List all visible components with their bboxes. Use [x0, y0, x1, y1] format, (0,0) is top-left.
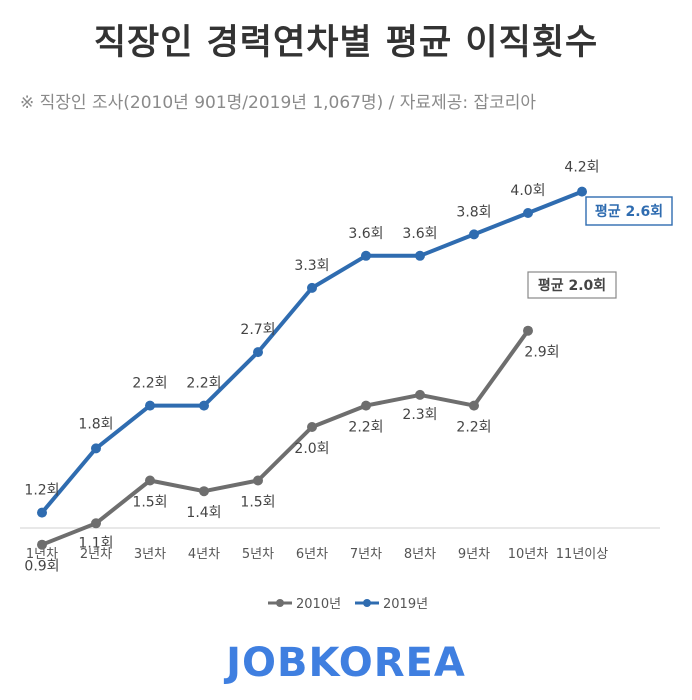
x-tick-label: 10년차 [508, 547, 549, 562]
data-point [91, 518, 101, 529]
legend-label: 2010년 [296, 597, 341, 612]
data-label: 1.5회 [240, 495, 275, 511]
data-label: 1.4회 [186, 505, 221, 521]
x-tick-label: 8년차 [404, 547, 436, 562]
data-label: 1.2회 [24, 483, 59, 499]
data-label: 3.8회 [456, 204, 491, 220]
data-point [37, 507, 47, 518]
data-label: 2.2회 [132, 376, 167, 392]
data-label: 1.5회 [132, 495, 167, 511]
data-point [307, 282, 317, 293]
data-point [523, 325, 533, 336]
data-label: 2.2회 [348, 420, 383, 436]
data-point [415, 250, 425, 261]
data-label: 3.6회 [402, 226, 437, 242]
legend-label: 2019년 [383, 597, 428, 612]
data-point [253, 347, 263, 358]
x-tick-label: 1년차 [26, 547, 58, 562]
data-point [37, 539, 47, 550]
data-label: 1.8회 [78, 416, 113, 432]
chart-title: 직장인 경력연차별 평균 이직횟수 [93, 23, 599, 63]
x-tick-label: 6년차 [296, 547, 328, 562]
average-2019-box [585, 196, 673, 226]
x-tick-label: 2년차 [80, 547, 112, 562]
data-point [469, 229, 479, 240]
data-point [361, 250, 371, 261]
legend-swatch-dot [363, 599, 371, 607]
jobkorea-logo: JOBKOREA [226, 640, 466, 686]
data-label: 1.1회 [78, 535, 113, 551]
data-label: 2.0회 [294, 441, 329, 457]
x-tick-label: 9년차 [458, 547, 490, 562]
data-point [469, 400, 479, 411]
series-line-2010 [40, 328, 530, 547]
series-line-2019 [40, 189, 584, 515]
data-point [199, 486, 209, 497]
data-label: 2.2회 [186, 376, 221, 392]
data-point [199, 400, 209, 411]
data-point [307, 422, 317, 432]
x-tick-label: 5년차 [242, 547, 274, 562]
x-tick-label: 7년차 [350, 547, 382, 562]
x-tick-label: 3년차 [134, 547, 166, 562]
data-label: 3.6회 [348, 226, 383, 242]
data-point [577, 186, 587, 197]
data-label: 2.9회 [524, 345, 559, 361]
data-label: 2.7회 [240, 322, 275, 338]
chart-subtitle: ※ 직장인 조사(2010년 901명/2019년 1,067명) / 자료제공… [20, 93, 537, 113]
average-2019-label: 평균 2.6회 [595, 203, 663, 220]
data-label: 3.3회 [294, 258, 329, 274]
data-point [253, 475, 263, 486]
data-point [415, 389, 425, 400]
x-tick-label: 11년이상 [556, 547, 608, 562]
data-label: 4.0회 [510, 183, 545, 199]
data-label: 2.3회 [402, 407, 437, 423]
data-label: 4.2회 [564, 160, 599, 176]
data-label: 2.2회 [456, 420, 491, 436]
average-2010-label: 평균 2.0회 [538, 277, 606, 294]
legend-swatch-dot [276, 599, 284, 607]
data-point [91, 443, 101, 454]
data-point [523, 208, 533, 218]
average-2010-box [527, 271, 617, 299]
data-point [361, 400, 371, 411]
data-point [145, 475, 155, 486]
data-point [145, 400, 155, 411]
data-label: 0.9회 [24, 559, 59, 575]
x-tick-label: 4년차 [188, 547, 220, 562]
